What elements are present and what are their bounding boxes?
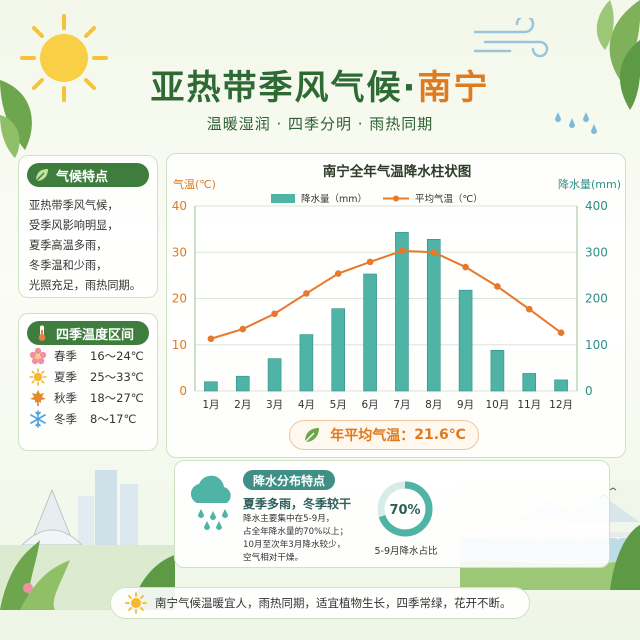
- raindrops-icon: [555, 112, 597, 134]
- y-tick-right: 200: [585, 292, 608, 306]
- y-tick-left: 30: [172, 245, 187, 259]
- legend-swatch-line-marker: [393, 195, 399, 202]
- city-name: 南宁: [417, 68, 490, 108]
- climate-chart: 气温(℃) 降水量(mm) 降水量（mm） 平均气温（℃） 0 0 10 100 20 200 30…: [172, 177, 621, 411]
- precipitation-text: 降水主要集中在5-9月， 占全年降水量的70%以上； 10月至次年3月降水较少，…: [243, 514, 349, 563]
- x-tick-label: 1月: [202, 399, 219, 411]
- leaf-icon: [304, 428, 320, 443]
- sun-illustration: [20, 14, 108, 102]
- precip-bar: [458, 289, 473, 392]
- legend-swatch-bars: [271, 194, 295, 203]
- legend-label-bars: 降水量（mm）: [301, 193, 367, 205]
- page-subtitle: 温暖湿润 · 四季分明 · 雨热同期: [206, 115, 434, 133]
- y-tick-left: 10: [172, 338, 187, 352]
- precip-bar: [299, 334, 314, 392]
- wind-icon: [473, 18, 549, 58]
- precip-bar: [331, 308, 346, 392]
- leaves-decoration: [0, 80, 32, 158]
- season-row-summer: 夏季 25～33℃: [19, 366, 157, 387]
- y-axis-right-title: 降水量(mm): [558, 177, 621, 191]
- annual-average-label: 年平均气温：: [330, 428, 415, 444]
- precipitation-heading: 降水分布特点: [243, 470, 336, 490]
- snowflake-icon: [30, 409, 46, 428]
- leaves-decoration: [596, 0, 640, 110]
- climate-features-heading: 气候特点: [27, 163, 149, 187]
- temperature-line: [210, 249, 562, 340]
- x-tick-label: 11月: [517, 399, 541, 411]
- rain-share-donut: 70%: [377, 481, 433, 537]
- x-tick-label: 10月: [485, 399, 509, 411]
- precip-bar: [363, 273, 377, 392]
- thermometer-icon: [38, 325, 46, 341]
- y-tick-left: 20: [172, 292, 187, 306]
- temperature-point: [462, 263, 469, 271]
- temperature-point: [557, 329, 565, 337]
- y-tick-right: 100: [585, 338, 608, 352]
- x-tick-label: 8月: [425, 399, 442, 411]
- rain-share-caption: 5-9月降水占比: [374, 546, 438, 557]
- legend-label-line: 平均气温（℃）: [415, 193, 483, 205]
- flower-icon: [29, 347, 47, 364]
- temperature-point: [430, 248, 438, 256]
- footer-banner: 南宁气候温暖宜人，雨热同期，适宜植物生长，四季常绿，花开不断。: [110, 587, 530, 619]
- annual-average-value: 21.6℃: [414, 427, 466, 443]
- season-temperature-heading: 四季温度区间: [27, 321, 149, 345]
- chart-title: 南宁全年气温降水柱状图: [322, 164, 472, 180]
- temperature-point: [271, 310, 278, 318]
- precip-bar: [204, 381, 218, 392]
- precip-bar: [426, 239, 441, 392]
- x-tick-label: 12月: [549, 399, 573, 411]
- temperature-point: [494, 283, 501, 290]
- precip-bar: [235, 375, 250, 392]
- precipitation-card: 降水分布特点 夏季多雨，冬季较干 降水主要集中在5-9月， 占全年降水量的70%…: [174, 460, 610, 568]
- climate-features-text: 亚热带季风气候， 受季风影响明显， 夏季高温多雨， 冬季温和少雨， 光照充足，雨…: [29, 199, 141, 292]
- temperature-point: [207, 335, 215, 343]
- precip-bar: [267, 358, 282, 392]
- x-tick-label: 9月: [457, 399, 474, 411]
- x-tick-label: 2月: [234, 399, 251, 411]
- temperature-point: [334, 270, 342, 277]
- season-row-winter: 冬季 8～17℃: [19, 408, 157, 429]
- temperature-point: [366, 258, 374, 266]
- precip-bar: [395, 232, 409, 392]
- sun-icon: [125, 592, 147, 614]
- y-tick-right: 300: [585, 245, 608, 259]
- season-row-spring: 春季 16～24℃: [19, 345, 157, 366]
- season-row-autumn: 秋季 18～27℃: [19, 387, 157, 408]
- page-title: 亚热带季风气候·南宁: [150, 68, 490, 108]
- sun-icon: [29, 367, 47, 386]
- y-axis-left-title: 气温(℃): [173, 177, 216, 191]
- donut-fill: [377, 481, 433, 537]
- climate-chart-card: 南宁全年气温降水柱状图 气温(℃) 降水量(mm) 降水量（mm） 平均气温（℃） 0 0…: [166, 153, 626, 458]
- climate-features-card: 气候特点 亚热带季风气候， 受季风影响明显， 夏季高温多雨， 冬季温和少雨， 光…: [18, 155, 158, 298]
- y-tick-right: 0: [585, 384, 593, 398]
- rain-cloud-icon: [190, 475, 231, 530]
- y-tick-left: 40: [172, 199, 187, 213]
- x-tick-label: 5月: [330, 399, 347, 411]
- annual-average-badge: 年平均气温： 21.6℃: [289, 420, 479, 450]
- temperature-point: [239, 325, 247, 333]
- x-tick-label: 3月: [266, 399, 283, 411]
- precipitation-summary: 夏季多雨，冬季较干: [243, 497, 352, 511]
- precip-bar: [554, 379, 568, 392]
- precip-bar: [490, 350, 505, 392]
- y-tick-right: 400: [585, 199, 608, 213]
- temperature-point: [303, 290, 310, 297]
- x-tick-label: 7月: [393, 399, 410, 411]
- x-tick-label: 4月: [298, 399, 315, 411]
- x-tick-label: 6月: [361, 399, 378, 411]
- season-temperature-card: 四季温度区间 春季 16～24℃ 夏季 25～33℃ 秋季 18～27℃ 冬季 8～17…: [18, 313, 158, 451]
- temperature-point: [525, 305, 533, 313]
- temperature-point: [398, 247, 406, 255]
- leaf-icon: [35, 169, 48, 182]
- y-tick-left: 0: [179, 384, 187, 398]
- maple-leaf-icon: [30, 389, 46, 406]
- donut-value: 70%: [389, 503, 420, 518]
- precip-bar: [522, 373, 537, 392]
- footer-text: 南宁气候温暖宜人，雨热同期，适宜植物生长，四季常绿，花开不断。: [155, 596, 512, 610]
